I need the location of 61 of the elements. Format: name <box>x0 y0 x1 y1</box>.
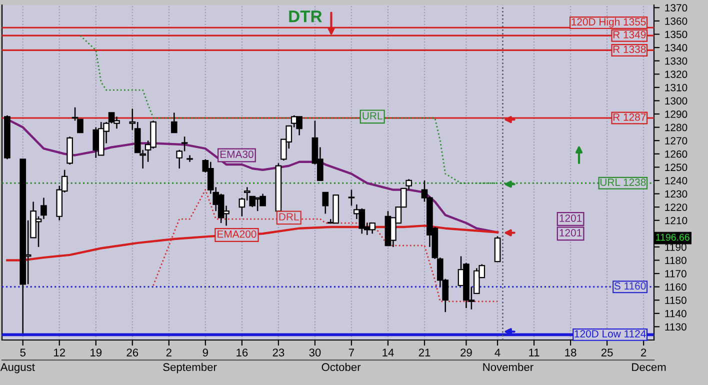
text: 1196.66 <box>656 234 690 241</box>
y-tick-label: 1170 <box>665 270 686 278</box>
x-tick-label: 26 <box>126 348 138 356</box>
y-tick-label: 1310 <box>665 84 688 92</box>
ref-line-label: 120D High 1355 <box>572 18 646 28</box>
x2-tick-label: Decem <box>632 363 666 372</box>
y-tick-label: 1280 <box>665 124 688 132</box>
y-tick-label: 1160 <box>665 283 686 291</box>
y-tick-label: 1360 <box>665 17 688 25</box>
y-tick-label: 1240 <box>665 176 688 184</box>
y-tick-label: 1140 <box>665 310 686 318</box>
annotation: DRL <box>279 213 299 220</box>
ref-line-label: R 1287 <box>613 113 646 121</box>
x-tick-label: 7 <box>348 348 354 356</box>
x-tick-label: 5 <box>20 348 26 356</box>
y-tick-label: 1270 <box>665 137 688 144</box>
x-tick-label: 19 <box>90 348 102 356</box>
x-tick-label: 21 <box>418 348 430 356</box>
annotation: 1201 <box>560 229 582 236</box>
x-tick-label: 18 <box>565 348 576 356</box>
x-tick-label: 9 <box>202 348 208 356</box>
y-tick-label: 1260 <box>665 150 688 158</box>
x-tick-label: 29 <box>460 348 472 356</box>
annotation: DTR <box>289 10 322 22</box>
y-tick-label: 1350 <box>665 30 688 38</box>
y-tick-label: 1230 <box>665 190 688 198</box>
x-tick-label: 12 <box>54 348 65 356</box>
annotation: 1201 <box>560 214 582 222</box>
x2-tick-label: October <box>322 362 361 372</box>
y-tick-label: 1300 <box>665 97 688 105</box>
x2-tick-label: August <box>0 363 35 374</box>
x-tick-label: 11 <box>529 348 540 356</box>
ref-line-label: R 1349 <box>613 30 646 38</box>
x2-tick-label: September <box>163 362 217 374</box>
y-tick-label: 1130 <box>665 323 686 331</box>
annotation: URL <box>362 112 382 120</box>
y-tick-label: 1320 <box>665 70 688 78</box>
y-tick-label: 1220 <box>665 204 688 211</box>
x-tick-label: 14 <box>382 348 394 356</box>
annotation: EMA30 <box>220 150 254 158</box>
x-tick-label: 25 <box>601 348 613 356</box>
x2-tick-label: November <box>483 362 534 372</box>
y-tick-label: 1180 <box>665 256 686 264</box>
y-tick-label: 1340 <box>665 44 688 52</box>
x-tick-label: 2 <box>166 348 172 356</box>
x-tick-label: 16 <box>236 348 248 356</box>
y-tick-label: 1250 <box>665 164 688 172</box>
x-tick-label: 23 <box>272 348 284 356</box>
annotation: EMA200 <box>218 230 256 238</box>
y-tick-label: 1370 <box>665 4 688 12</box>
y-tick-label: 1150 <box>665 296 686 304</box>
ref-line-label: 120D Low 1124 <box>574 330 646 338</box>
x-tick-label: 2 <box>641 348 646 356</box>
ref-line-label: S 1160 <box>614 282 646 290</box>
y-tick-label: 1210 <box>665 216 688 224</box>
ref-line-label: URL 1238 <box>600 178 646 186</box>
ref-line-label: R 1338 <box>613 46 646 53</box>
y-tick-label: 1330 <box>665 57 688 65</box>
y-tick-label: 1290 <box>665 110 688 118</box>
x-tick-label: 30 <box>309 348 321 356</box>
x-tick-label: 4 <box>494 348 500 356</box>
